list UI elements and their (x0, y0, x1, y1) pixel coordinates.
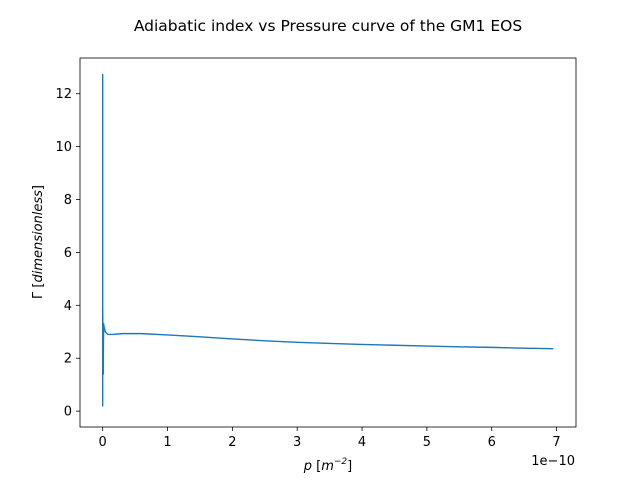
x-axis-label-symbol: p (303, 459, 312, 474)
axes-frame (79, 57, 577, 428)
y-axis-label-symbol: Γ (31, 291, 46, 299)
x-tick-label: 7 (552, 435, 560, 450)
y-tick-label: 0 (64, 405, 72, 420)
series-layer (101, 73, 554, 407)
y-tick-label: 4 (64, 299, 72, 314)
x-tick-label: 6 (488, 435, 496, 450)
x-tick-label: 2 (228, 435, 236, 450)
x-tick-label: 4 (358, 435, 366, 450)
y-tick-label: 8 (64, 193, 72, 208)
series-line (101, 73, 554, 407)
y-tick-label: 12 (55, 87, 72, 102)
chart-title: Adiabatic index vs Pressure curve of the… (134, 17, 522, 35)
x-axis-label-exponent: −2 (334, 457, 348, 467)
x-tick-label: 0 (99, 435, 107, 450)
y-tick-label: 6 (64, 246, 72, 261)
y-axis-label: Γ [dimensionless] (31, 185, 46, 299)
x-axis-label: p [m−2] (303, 457, 353, 474)
x-tick-label: 1 (163, 435, 171, 450)
x-axis: 0 1 2 3 4 5 6 7 (99, 427, 561, 450)
x-tick-label: 3 (293, 435, 301, 450)
y-axis-label-unit: dimensionless (31, 190, 46, 283)
x-axis-offset-label: 1e−10 (531, 454, 575, 469)
y-axis: 0 2 4 6 8 10 12 (55, 87, 80, 420)
x-axis-label-unit: m (321, 459, 334, 474)
y-tick-label: 2 (64, 352, 72, 367)
x-tick-label: 5 (423, 435, 431, 450)
y-tick-label: 10 (55, 140, 72, 155)
